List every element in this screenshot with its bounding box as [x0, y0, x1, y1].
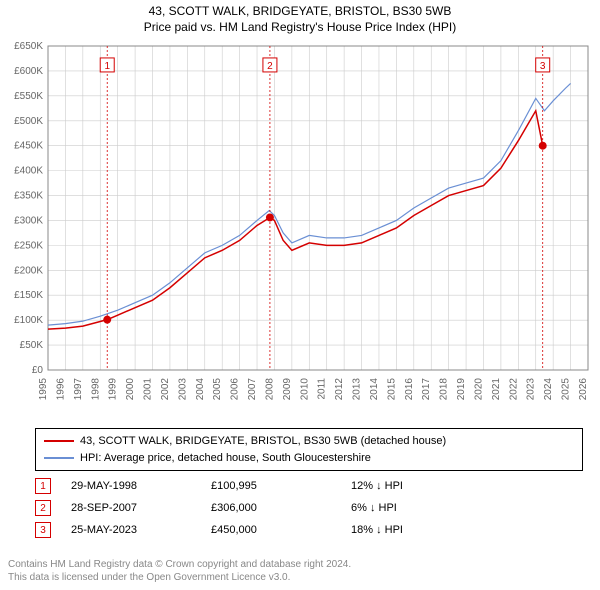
svg-text:2009: 2009: [282, 378, 293, 401]
svg-text:£200K: £200K: [14, 265, 43, 276]
legend-label-property: 43, SCOTT WALK, BRIDGEYATE, BRISTOL, BS3…: [80, 433, 446, 450]
sale-price: £450,000: [211, 524, 351, 536]
sale-badge-3: 3: [35, 522, 51, 538]
svg-text:2018: 2018: [439, 378, 450, 401]
sale-row: 1 29-MAY-1998 £100,995 12% ↓ HPI: [35, 476, 565, 496]
svg-text:2024: 2024: [543, 378, 554, 401]
sale-row: 3 25-MAY-2023 £450,000 18% ↓ HPI: [35, 520, 565, 540]
legend-item-property: 43, SCOTT WALK, BRIDGEYATE, BRISTOL, BS3…: [44, 433, 574, 450]
svg-text:£450K: £450K: [14, 141, 43, 152]
svg-text:2025: 2025: [561, 378, 572, 401]
title-address: 43, SCOTT WALK, BRIDGEYATE, BRISTOL, BS3…: [0, 4, 600, 18]
svg-text:2003: 2003: [177, 378, 188, 401]
attribution: Contains HM Land Registry data © Crown c…: [8, 558, 351, 584]
svg-text:2013: 2013: [352, 378, 363, 401]
svg-text:2004: 2004: [195, 378, 206, 401]
svg-text:1995: 1995: [38, 378, 49, 401]
svg-text:1999: 1999: [108, 378, 119, 401]
sale-badge-1: 1: [35, 478, 51, 494]
svg-text:3: 3: [540, 61, 546, 72]
sale-date: 28-SEP-2007: [71, 502, 211, 514]
page-root: 43, SCOTT WALK, BRIDGEYATE, BRISTOL, BS3…: [0, 0, 600, 590]
sale-delta: 18% ↓ HPI: [351, 524, 471, 536]
svg-text:2007: 2007: [247, 378, 258, 401]
svg-text:2006: 2006: [230, 378, 241, 401]
title-subtitle: Price paid vs. HM Land Registry's House …: [0, 20, 600, 34]
svg-text:2015: 2015: [386, 378, 397, 401]
svg-text:2026: 2026: [578, 378, 589, 401]
sale-date: 29-MAY-1998: [71, 480, 211, 492]
svg-text:2019: 2019: [456, 378, 467, 401]
svg-text:2005: 2005: [212, 378, 223, 401]
svg-text:2: 2: [267, 61, 273, 72]
legend-item-hpi: HPI: Average price, detached house, Sout…: [44, 450, 574, 467]
svg-text:1998: 1998: [90, 378, 101, 401]
sale-delta: 12% ↓ HPI: [351, 480, 471, 492]
svg-text:2022: 2022: [508, 378, 519, 401]
svg-text:£50K: £50K: [20, 340, 44, 351]
sale-price: £100,995: [211, 480, 351, 492]
svg-text:2001: 2001: [143, 378, 154, 401]
legend-swatch-hpi: [44, 457, 74, 459]
svg-text:£150K: £150K: [14, 290, 43, 301]
legend-swatch-property: [44, 440, 74, 442]
legend-label-hpi: HPI: Average price, detached house, Sout…: [80, 450, 371, 467]
svg-text:£600K: £600K: [14, 66, 43, 77]
svg-text:2016: 2016: [404, 378, 415, 401]
svg-text:1996: 1996: [55, 378, 66, 401]
svg-text:£300K: £300K: [14, 215, 43, 226]
svg-text:2000: 2000: [125, 378, 136, 401]
svg-text:£500K: £500K: [14, 116, 43, 127]
sales-table: 1 29-MAY-1998 £100,995 12% ↓ HPI 2 28-SE…: [35, 474, 565, 540]
svg-text:2017: 2017: [421, 378, 432, 401]
attribution-line2: This data is licensed under the Open Gov…: [8, 571, 351, 584]
sale-badge-2: 2: [35, 500, 51, 516]
svg-text:2012: 2012: [334, 378, 345, 401]
svg-text:£350K: £350K: [14, 191, 43, 202]
svg-text:1: 1: [104, 61, 110, 72]
sale-date: 25-MAY-2023: [71, 524, 211, 536]
sale-price: £306,000: [211, 502, 351, 514]
svg-text:£250K: £250K: [14, 240, 43, 251]
svg-text:2021: 2021: [491, 378, 502, 401]
svg-text:1997: 1997: [73, 378, 84, 401]
price-chart: £0 £50K £100K £150K £200K £250K £300K £350K £400…: [0, 40, 600, 420]
svg-text:2008: 2008: [264, 378, 275, 401]
svg-text:2011: 2011: [317, 378, 328, 400]
legend: 43, SCOTT WALK, BRIDGEYATE, BRISTOL, BS3…: [35, 428, 583, 471]
svg-text:2014: 2014: [369, 378, 380, 401]
svg-text:£550K: £550K: [14, 91, 43, 102]
svg-text:2010: 2010: [299, 378, 310, 401]
svg-text:2020: 2020: [473, 378, 484, 401]
chart-area: £0 £50K £100K £150K £200K £250K £300K £350K £400…: [0, 40, 600, 420]
svg-text:£100K: £100K: [14, 315, 43, 326]
sale-delta: 6% ↓ HPI: [351, 502, 471, 514]
svg-text:2023: 2023: [526, 378, 537, 401]
svg-text:£0: £0: [32, 365, 44, 376]
sale-row: 2 28-SEP-2007 £306,000 6% ↓ HPI: [35, 498, 565, 518]
svg-text:2002: 2002: [160, 378, 171, 401]
title-block: 43, SCOTT WALK, BRIDGEYATE, BRISTOL, BS3…: [0, 0, 600, 34]
svg-text:£400K: £400K: [14, 166, 43, 177]
attribution-line1: Contains HM Land Registry data © Crown c…: [8, 558, 351, 571]
svg-text:£650K: £650K: [14, 41, 43, 52]
